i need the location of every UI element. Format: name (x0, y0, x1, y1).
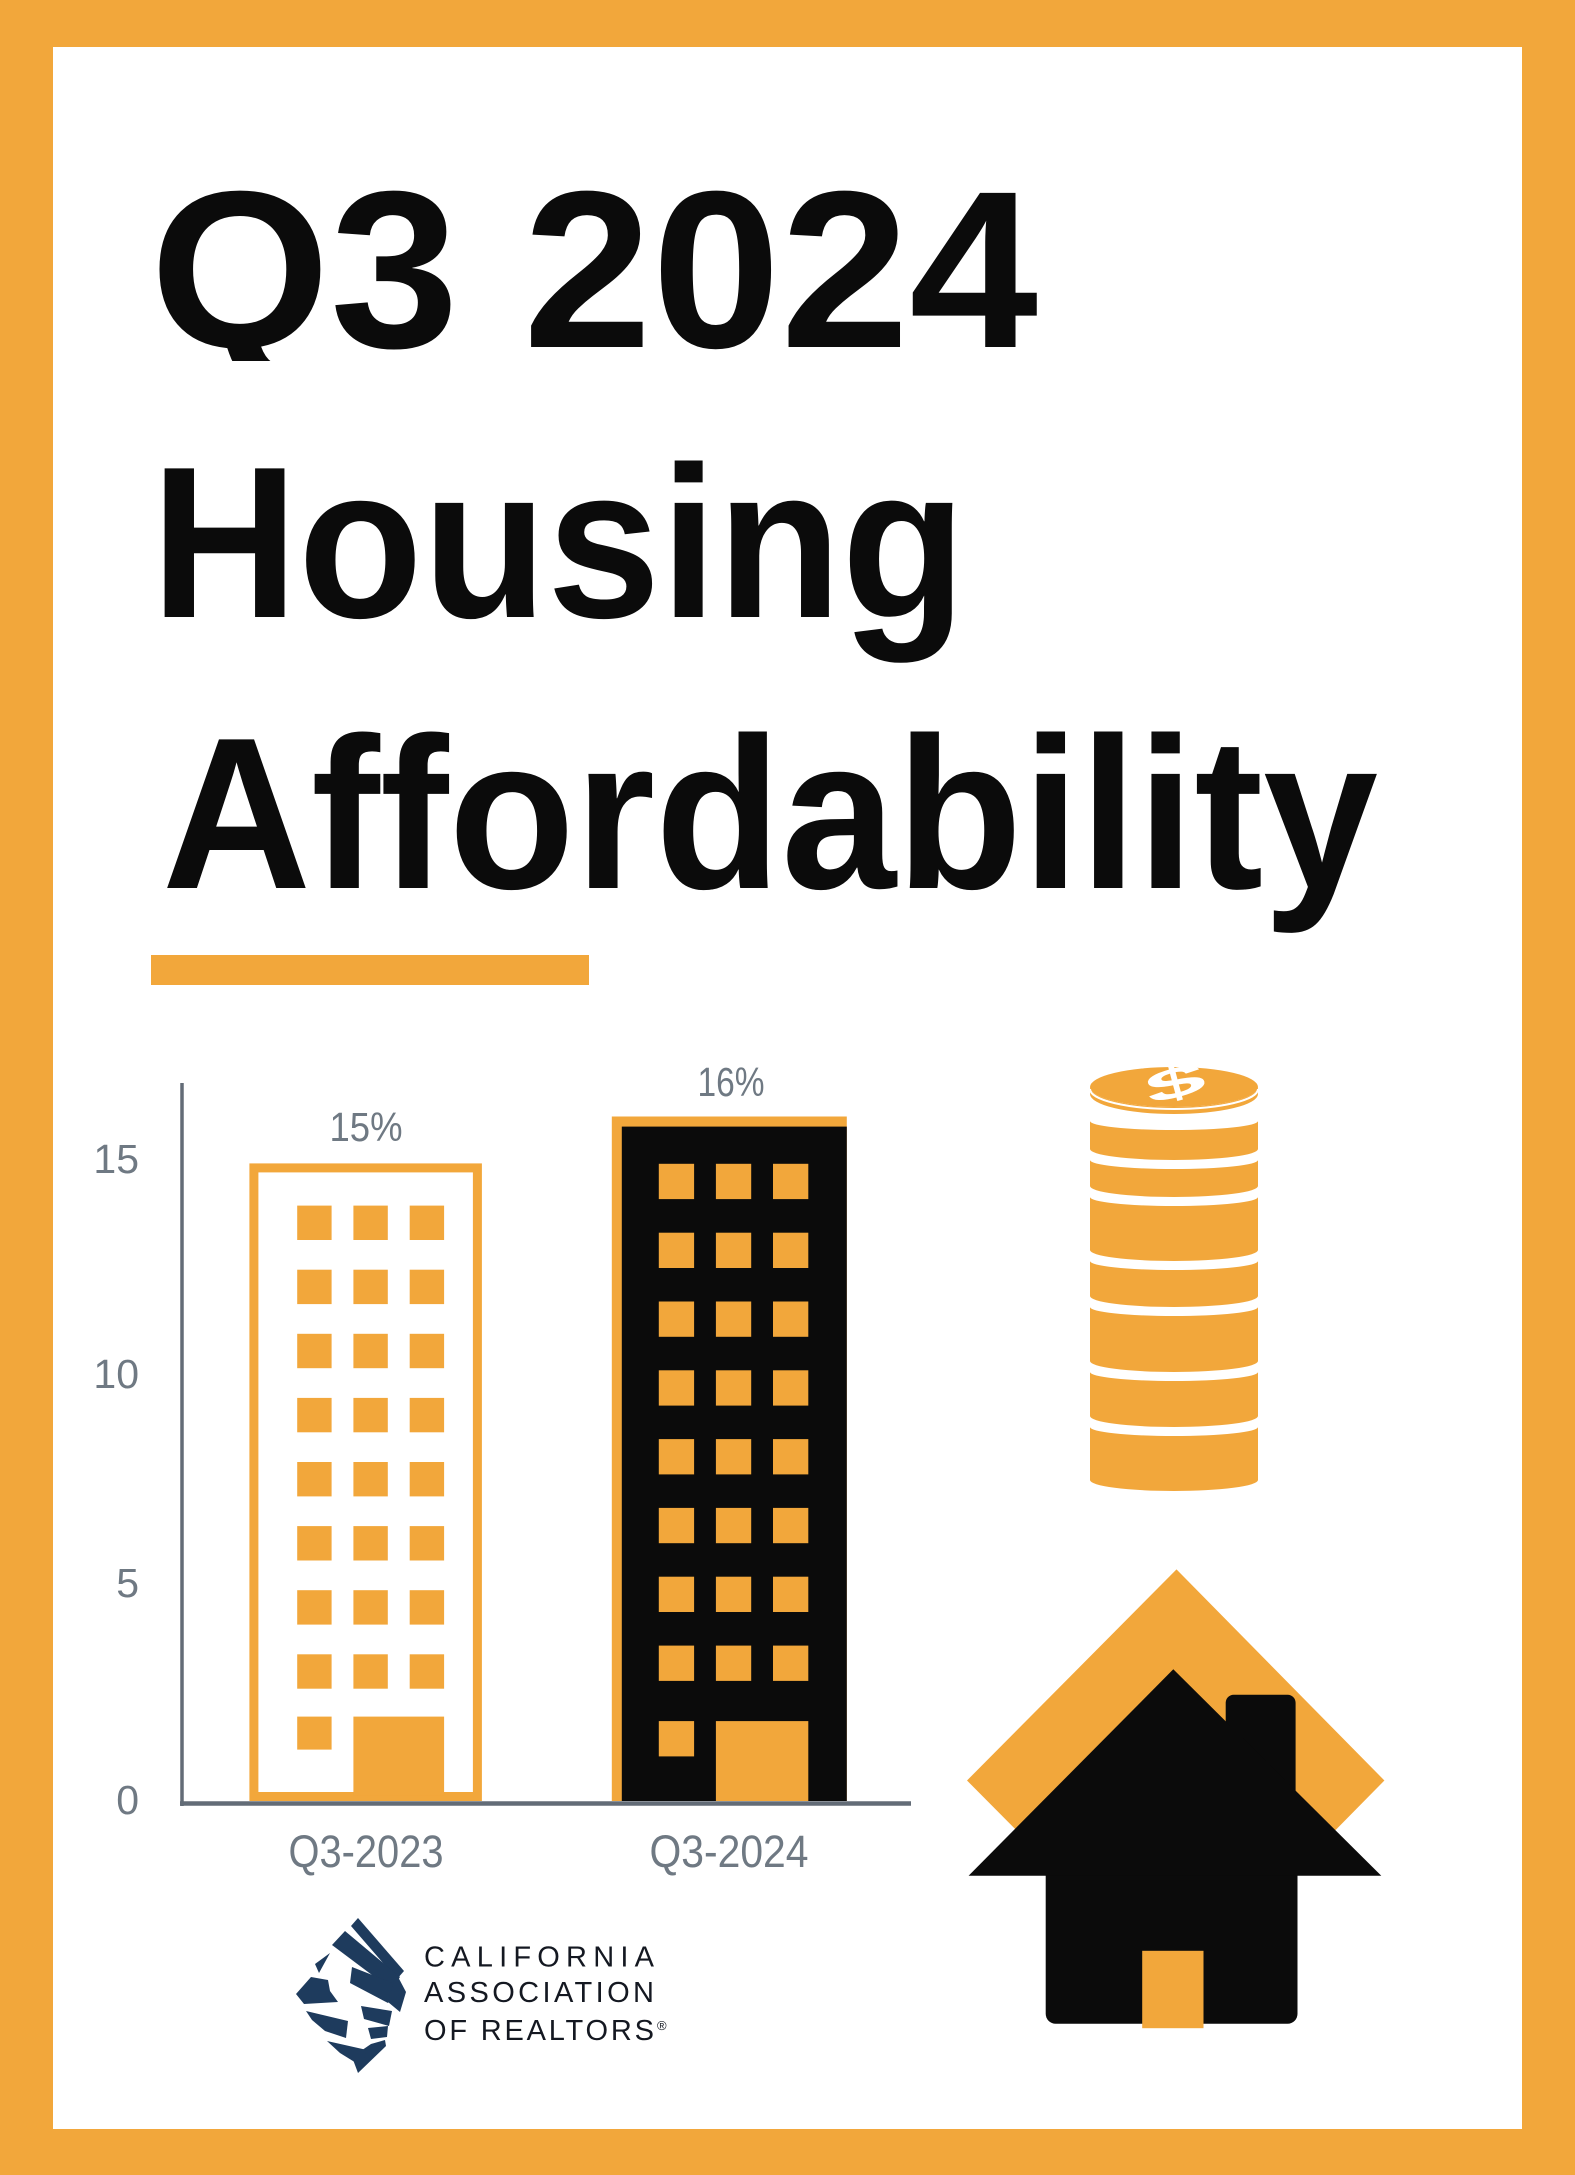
svg-text:Q3-2024: Q3-2024 (650, 1826, 809, 1877)
svg-text:ASSOCIATION: ASSOCIATION (424, 1977, 654, 2009)
svg-text:Housing: Housing (151, 421, 966, 663)
svg-text:5: 5 (116, 1560, 139, 1606)
svg-text:CALIFORNIA: CALIFORNIA (424, 1942, 655, 1974)
svg-text:15%: 15% (330, 1104, 403, 1150)
svg-text:OF REALTORS: OF REALTORS (424, 2015, 654, 2047)
svg-text:0: 0 (116, 1777, 139, 1823)
svg-text:16%: 16% (698, 1059, 765, 1105)
svg-text:®: ® (657, 2018, 667, 2033)
svg-text:10: 10 (93, 1351, 139, 1397)
svg-text:Q3-2023: Q3-2023 (289, 1826, 444, 1877)
svg-text:15: 15 (93, 1136, 139, 1182)
svg-text:Q3 2024: Q3 2024 (150, 145, 1038, 395)
svg-text:Affordability: Affordability (162, 692, 1378, 934)
